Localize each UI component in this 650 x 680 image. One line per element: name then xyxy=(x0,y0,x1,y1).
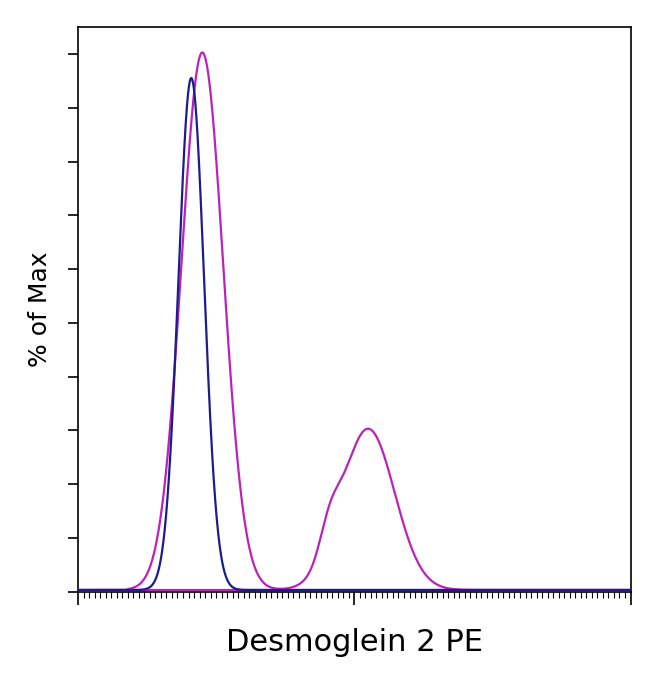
X-axis label: Desmoglein 2 PE: Desmoglein 2 PE xyxy=(226,628,483,658)
Y-axis label: % of Max: % of Max xyxy=(29,252,52,367)
